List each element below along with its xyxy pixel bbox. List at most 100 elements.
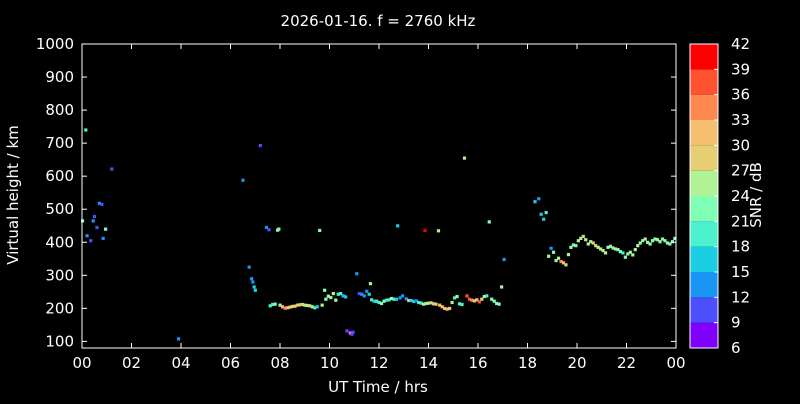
data-point — [613, 247, 618, 251]
data-point — [258, 143, 262, 148]
colorbar: 6 9 12 15 18 21 24 27 30 33 36 39 42 — [689, 35, 750, 357]
data-point — [401, 294, 405, 298]
data-point — [91, 219, 95, 223]
data-point — [398, 296, 402, 300]
data-point — [252, 285, 256, 289]
data-point — [571, 243, 575, 247]
x-tick-label: 20 — [567, 354, 586, 372]
data-point — [485, 294, 489, 298]
colorbar-swatch — [690, 69, 718, 95]
data-point — [431, 302, 436, 306]
x-tick-label: 18 — [518, 354, 537, 372]
data-point — [533, 200, 537, 204]
data-point — [648, 242, 652, 246]
data-point — [641, 239, 645, 243]
y-tick-label: 800 — [45, 101, 74, 119]
data-point — [318, 228, 322, 233]
data-point — [470, 298, 474, 302]
colorbar-swatch — [690, 44, 718, 70]
data-point — [313, 306, 317, 310]
data-point — [387, 298, 391, 302]
data-point — [339, 291, 343, 296]
data-point — [280, 305, 285, 309]
chart-title: 2026-01-16. f = 2760 kHz — [281, 12, 476, 30]
colorbar-tick-label: 30 — [731, 136, 750, 154]
data-point — [556, 256, 561, 260]
data-point — [465, 294, 469, 298]
x-tick-label: 00 — [666, 354, 685, 372]
data-point — [618, 250, 623, 254]
data-point — [89, 239, 93, 243]
data-point — [241, 178, 245, 182]
data-point — [616, 248, 620, 252]
data-point — [368, 282, 373, 286]
data-point — [608, 244, 613, 248]
colorbar-swatch — [690, 246, 718, 272]
data-point — [247, 265, 251, 269]
data-point — [278, 303, 282, 307]
data-point — [574, 244, 578, 248]
data-point — [591, 241, 595, 245]
colorbar-swatch — [690, 145, 718, 171]
colorbar-swatch — [690, 120, 718, 146]
y-tick-label: 1000 — [36, 35, 74, 53]
x-tick-label: 22 — [617, 354, 636, 372]
data-point — [475, 298, 479, 302]
colorbar-swatch — [690, 322, 718, 348]
data-point — [438, 303, 442, 307]
data-point — [584, 238, 588, 242]
data-point — [502, 257, 506, 262]
data-point — [336, 292, 340, 296]
data-point — [251, 280, 255, 284]
data-point — [440, 305, 444, 309]
data-point — [377, 300, 381, 305]
colorbar-tick-label: 6 — [731, 339, 741, 357]
data-point — [638, 241, 642, 245]
y-tick-label: 500 — [45, 200, 74, 218]
data-point — [382, 299, 386, 303]
data-point — [631, 253, 635, 257]
data-point — [434, 302, 438, 306]
data-point — [658, 240, 662, 244]
data-point — [480, 297, 484, 301]
data-point — [110, 167, 114, 171]
colorbar-tick-label: 21 — [731, 212, 750, 230]
data-point — [663, 239, 667, 243]
data-point — [345, 329, 349, 333]
x-tick-label: 10 — [320, 354, 339, 372]
data-point — [455, 294, 459, 299]
colorbar-tick-label: 27 — [731, 162, 750, 180]
data-point — [290, 304, 295, 309]
data-point — [462, 156, 467, 160]
data-point — [92, 214, 97, 219]
data-point — [427, 301, 431, 305]
data-point — [497, 302, 501, 306]
data-point — [650, 239, 655, 243]
colorbar-swatch — [690, 196, 718, 222]
data-point — [606, 245, 610, 249]
data-point — [668, 242, 672, 246]
data-point — [367, 292, 371, 296]
data-point — [326, 294, 330, 298]
data-point — [670, 240, 674, 244]
data-point — [452, 296, 457, 300]
colorbar-tick-label: 42 — [731, 35, 750, 53]
colorbar-tick-label: 36 — [731, 86, 750, 104]
data-point — [482, 294, 486, 299]
data-point — [492, 299, 496, 303]
data-point — [621, 251, 625, 255]
data-point — [295, 303, 300, 307]
data-point — [396, 224, 400, 228]
data-point — [384, 298, 389, 302]
y-tick-label: 100 — [45, 332, 74, 350]
data-point — [436, 229, 441, 233]
data-point — [626, 252, 630, 256]
y-tick-label: 900 — [45, 68, 74, 86]
data-point — [362, 294, 366, 298]
data-point — [104, 227, 108, 231]
data-point — [542, 217, 546, 221]
data-point — [355, 272, 359, 276]
data-point — [360, 292, 364, 296]
data-point — [586, 242, 590, 246]
data-point — [365, 289, 369, 293]
